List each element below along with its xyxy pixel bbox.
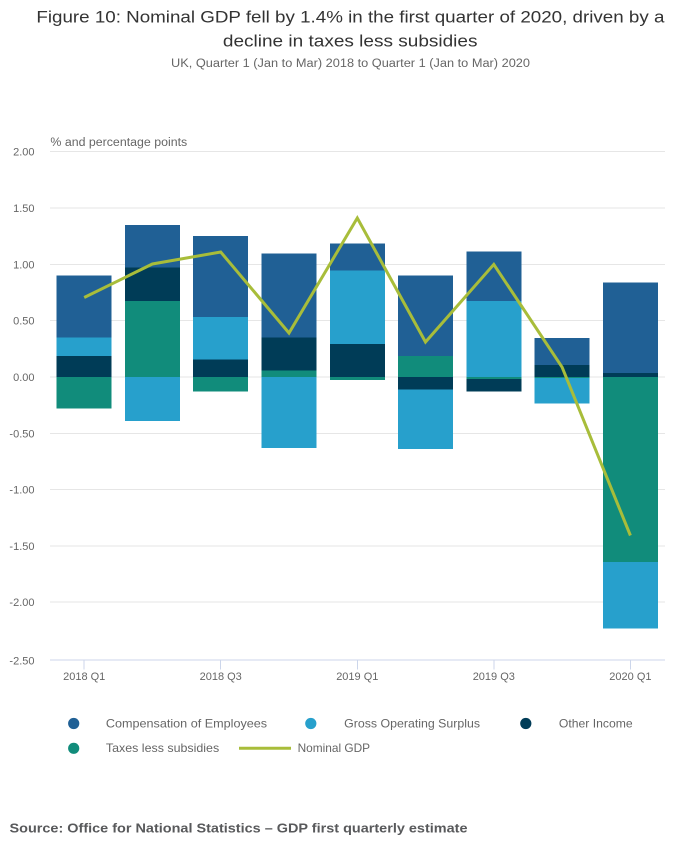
svg-text:Compensation of Employees: Compensation of Employees bbox=[106, 717, 267, 731]
svg-text:-2.00: -2.00 bbox=[9, 597, 34, 609]
svg-text:2018 Q1: 2018 Q1 bbox=[63, 671, 105, 683]
svg-text:Gross Operating Surplus: Gross Operating Surplus bbox=[344, 717, 480, 731]
svg-text:2019 Q1: 2019 Q1 bbox=[336, 671, 378, 683]
svg-text:-1.50: -1.50 bbox=[9, 541, 34, 553]
svg-text:1.50: 1.50 bbox=[13, 203, 34, 215]
svg-text:Figure 10: Nominal GDP fell by: Figure 10: Nominal GDP fell by 1.4% in t… bbox=[36, 9, 665, 27]
svg-text:Other Income: Other Income bbox=[559, 717, 633, 731]
svg-text:1.00: 1.00 bbox=[13, 260, 34, 272]
svg-text:2020 Q1: 2020 Q1 bbox=[609, 671, 651, 683]
svg-text:% and percentage points: % and percentage points bbox=[50, 137, 187, 149]
svg-text:Taxes less subsidies: Taxes less subsidies bbox=[106, 741, 219, 755]
svg-text:UK, Quarter 1 (Jan to Mar) 201: UK, Quarter 1 (Jan to Mar) 2018 to Quart… bbox=[171, 58, 530, 70]
svg-text:2019 Q3: 2019 Q3 bbox=[473, 671, 515, 683]
svg-text:-2.50: -2.50 bbox=[9, 656, 34, 668]
svg-text:decline in taxes less subsidie: decline in taxes less subsidies bbox=[223, 32, 478, 50]
svg-text:0.50: 0.50 bbox=[13, 316, 34, 328]
svg-text:Nominal GDP: Nominal GDP bbox=[298, 741, 371, 755]
svg-text:2.00: 2.00 bbox=[13, 147, 34, 159]
svg-text:Source: Office for National St: Source: Office for National Statistics –… bbox=[10, 821, 468, 836]
svg-text:-1.00: -1.00 bbox=[9, 485, 34, 497]
svg-text:-0.50: -0.50 bbox=[9, 429, 34, 441]
svg-text:0.00: 0.00 bbox=[13, 372, 34, 384]
svg-text:2018 Q3: 2018 Q3 bbox=[200, 671, 242, 683]
